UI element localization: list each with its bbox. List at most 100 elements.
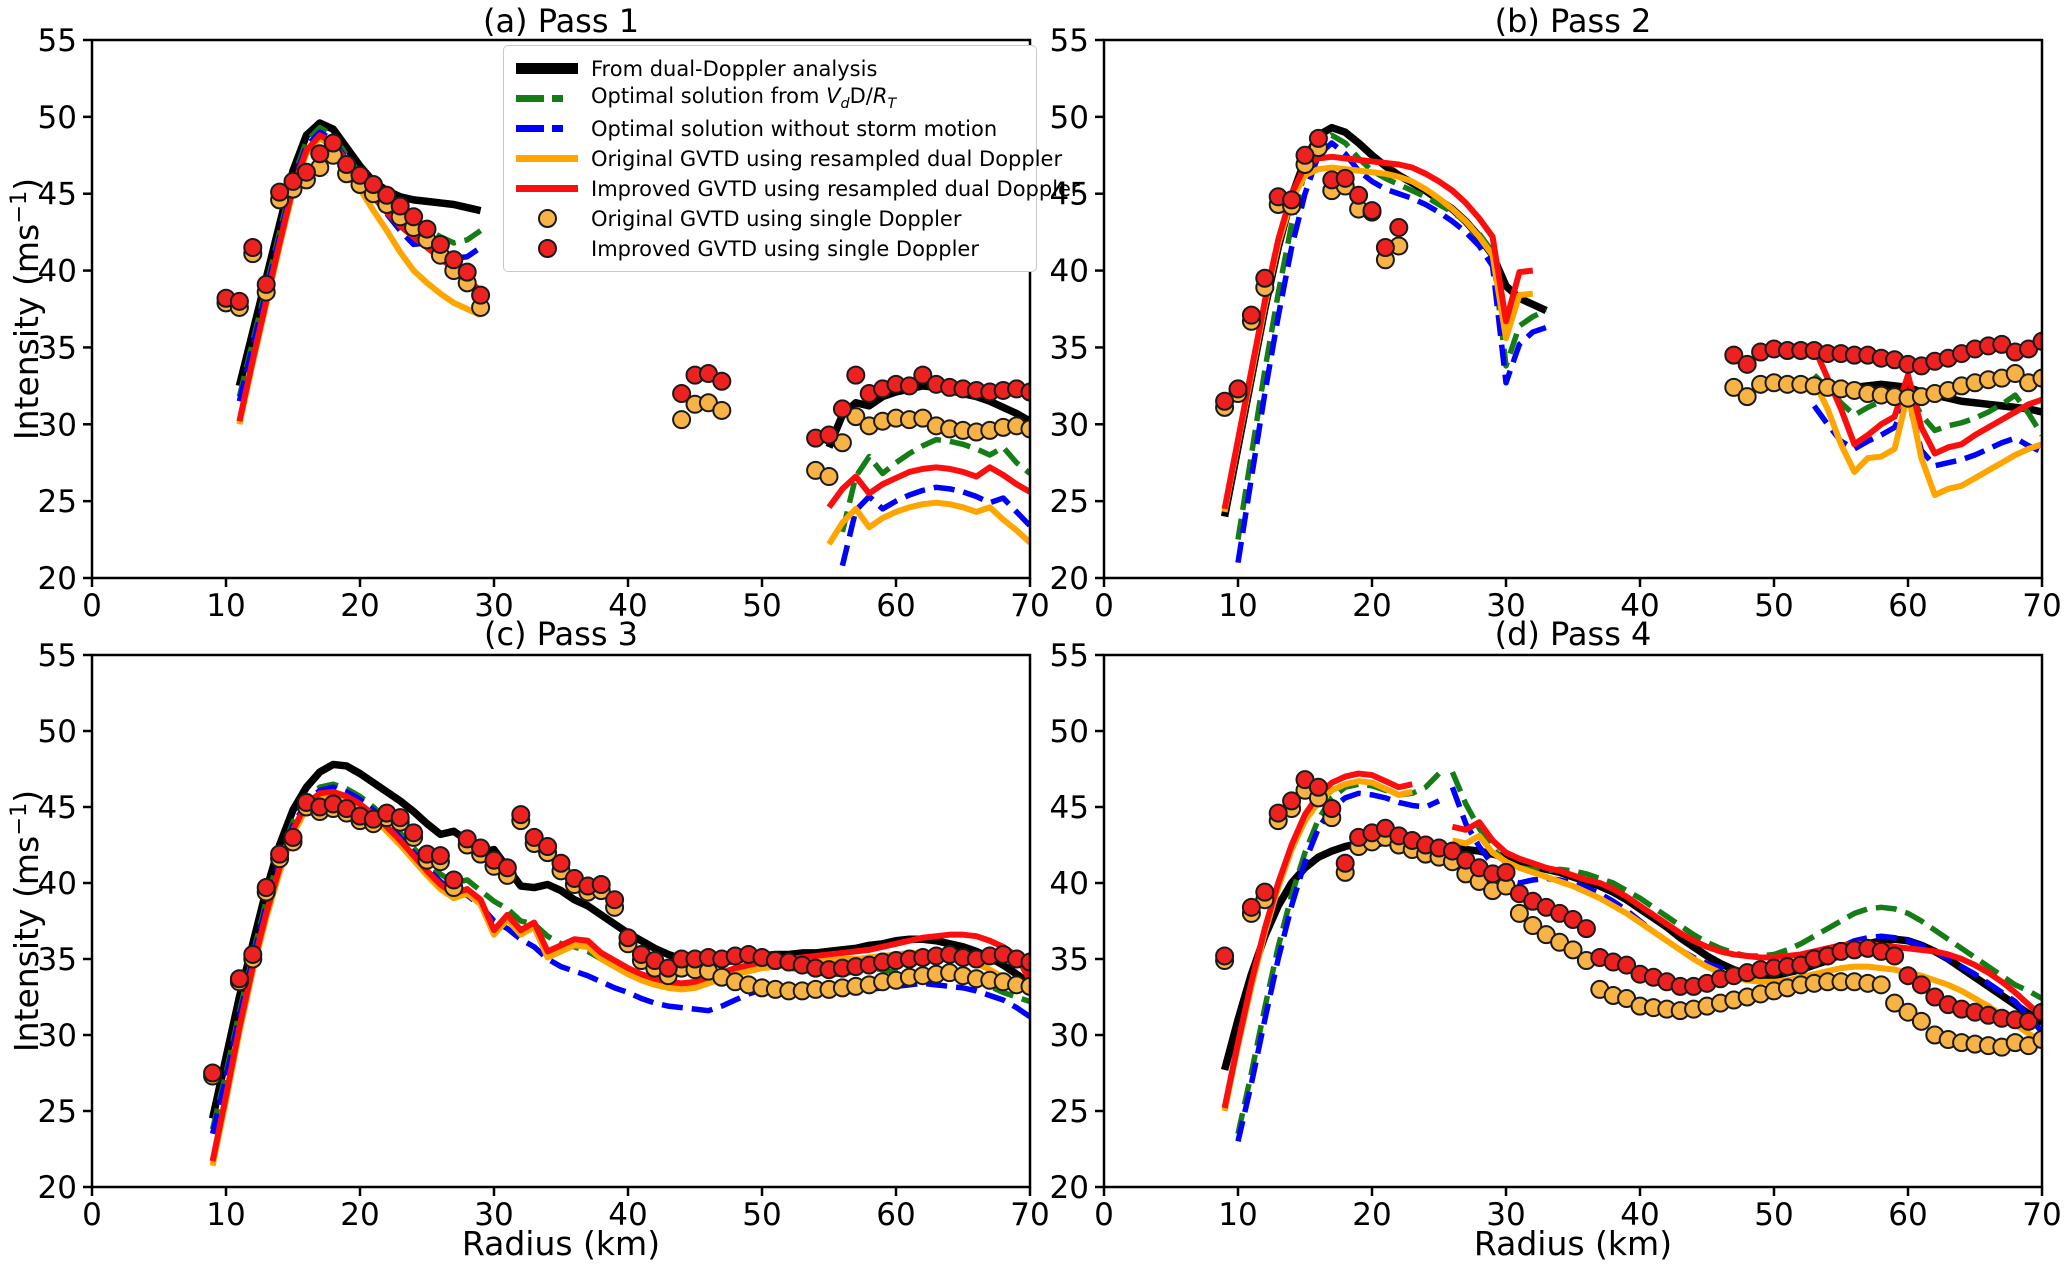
y-tick-label: 30 (1050, 1018, 1089, 1054)
x-tick-label: 10 (1218, 1197, 1257, 1233)
x-tick-label: 10 (206, 588, 245, 624)
point-impr_gvtd_single (323, 133, 343, 153)
point-impr_gvtd_single (511, 805, 531, 825)
y-tick-label: 20 (38, 561, 77, 597)
y-axis-label: Intensity (ms−1) (6, 789, 46, 1053)
y-tick-label: 35 (38, 330, 77, 366)
panel-c-frame (90, 653, 1032, 1189)
point-impr_gvtd_single (390, 808, 410, 828)
point-impr_gvtd_single (1335, 853, 1355, 873)
x-tick-label: 40 (608, 1197, 647, 1233)
legend-entry-label: Optimal solution from VdD/RT (591, 84, 897, 113)
point-impr_gvtd_single (243, 944, 263, 964)
x-tick-label: 70 (2022, 1197, 2061, 1233)
legend-entry-orig_gvtd_dual: Original GVTD using resampled dual Doppl… (516, 145, 1062, 172)
panel-a-frame (90, 38, 1032, 580)
x-tick-label: 0 (82, 588, 102, 624)
x-axis-label: Radius (km) (461, 1224, 661, 1263)
point-impr_gvtd_single (1911, 975, 1931, 995)
point-orig_gvtd_single (1737, 387, 1757, 407)
point-impr_gvtd_single (1349, 185, 1369, 205)
point-impr_gvtd_single (256, 274, 276, 294)
point-impr_gvtd_single (618, 928, 638, 948)
x-tick-label: 40 (1620, 588, 1659, 624)
y-tick-label: 35 (1050, 942, 1089, 978)
x-tick-label: 40 (608, 588, 647, 624)
x-tick-label: 60 (876, 1197, 915, 1233)
point-impr_gvtd_single (229, 291, 249, 311)
point-orig_gvtd_single (1509, 903, 1529, 923)
x-tick-label: 50 (1754, 588, 1793, 624)
x-tick-label: 20 (340, 1197, 379, 1233)
panel-a-title: (a) Pass 1 (482, 2, 640, 40)
point-impr_gvtd_single (1255, 882, 1275, 902)
point-impr_gvtd_single (296, 162, 316, 182)
x-tick-label: 70 (1010, 1197, 1049, 1233)
point-impr_gvtd_single (390, 196, 410, 216)
line-impr_gvtd_dual (1451, 819, 2043, 1019)
line-impr_gvtd_dual (826, 464, 1031, 510)
line-optimal_vd (839, 436, 1031, 533)
point-orig_gvtd_single (1911, 1011, 1931, 1031)
line-optimal_nostorm (1811, 396, 2043, 469)
point-impr_gvtd_single (712, 371, 732, 391)
point-impr_gvtd_single (283, 171, 303, 191)
point-impr_gvtd_single (1389, 218, 1409, 238)
point-impr_gvtd_single (658, 958, 678, 978)
x-tick-label: 20 (340, 588, 379, 624)
y-tick-label: 25 (1050, 484, 1089, 520)
line-impr_gvtd_dual (209, 788, 1031, 1162)
legend-entry-label: Improved GVTD using single Doppler (591, 236, 979, 261)
panel-d-plot-area (1215, 770, 2043, 1143)
x-tick-label: 40 (1620, 1197, 1659, 1233)
line-orig_gvtd_dual (1221, 164, 1534, 513)
point-orig_gvtd_single (1523, 916, 1543, 936)
point-impr_gvtd_single (1898, 966, 1918, 986)
panel-d-frame (1102, 653, 2044, 1189)
point-impr_gvtd_single (1295, 145, 1315, 165)
y-tick-label: 30 (38, 1018, 77, 1054)
point-impr_gvtd_single (538, 837, 558, 857)
point-orig_gvtd_single (819, 467, 839, 487)
line-optimal_vd (1812, 373, 2043, 437)
point-impr_gvtd_single (1322, 799, 1342, 819)
legend-entry-orig_gvtd_single: Original GVTD using single Doppler (516, 205, 1024, 232)
x-tick-label: 0 (1094, 588, 1114, 624)
x-tick-label: 50 (742, 1197, 781, 1233)
legend-line-icon (516, 63, 578, 74)
point-impr_gvtd_single (256, 878, 276, 898)
point-impr_gvtd_single (457, 829, 477, 849)
x-tick-label: 60 (876, 588, 915, 624)
point-impr_gvtd_single (1215, 391, 1235, 411)
y-tick-label: 50 (38, 714, 77, 750)
legend-entry-label: Original GVTD using single Doppler (591, 206, 962, 231)
legend-marker-icon (516, 209, 578, 228)
point-impr_gvtd_single (1496, 862, 1516, 882)
legend-entry-optimal_nostorm: Optimal solution without storm motion (516, 115, 1024, 142)
point-impr_gvtd_single (350, 165, 370, 185)
point-impr_gvtd_single (471, 838, 491, 858)
legend-entry-label: Improved GVTD using resampled dual Doppl… (591, 176, 1080, 201)
line-optimal_nostorm (1235, 790, 1441, 1143)
x-tick-label: 30 (1486, 1197, 1525, 1233)
point-impr_gvtd_single (1308, 777, 1328, 797)
point-impr_gvtd_single (203, 1063, 223, 1083)
x-tick-label: 30 (474, 588, 513, 624)
x-tick-label: 10 (206, 1197, 245, 1233)
x-tick-label: 70 (1010, 588, 1049, 624)
y-tick-label: 40 (38, 866, 77, 902)
y-tick-label: 55 (1050, 638, 1089, 674)
point-impr_gvtd_single (270, 182, 290, 202)
point-impr_gvtd_single (363, 174, 383, 194)
x-tick-label: 60 (1888, 1197, 1927, 1233)
point-impr_gvtd_single (404, 823, 424, 843)
panel-d-title: (d) Pass 4 (1494, 615, 1652, 653)
point-orig_gvtd_single (1898, 1002, 1918, 1022)
point-impr_gvtd_single (1576, 919, 1596, 939)
line-orig_gvtd_dual (826, 499, 1031, 546)
x-tick-label: 20 (1352, 1197, 1391, 1233)
point-impr_gvtd_single (846, 365, 866, 385)
x-tick-label: 70 (2022, 588, 2061, 624)
point-impr_gvtd_single (1617, 955, 1637, 975)
